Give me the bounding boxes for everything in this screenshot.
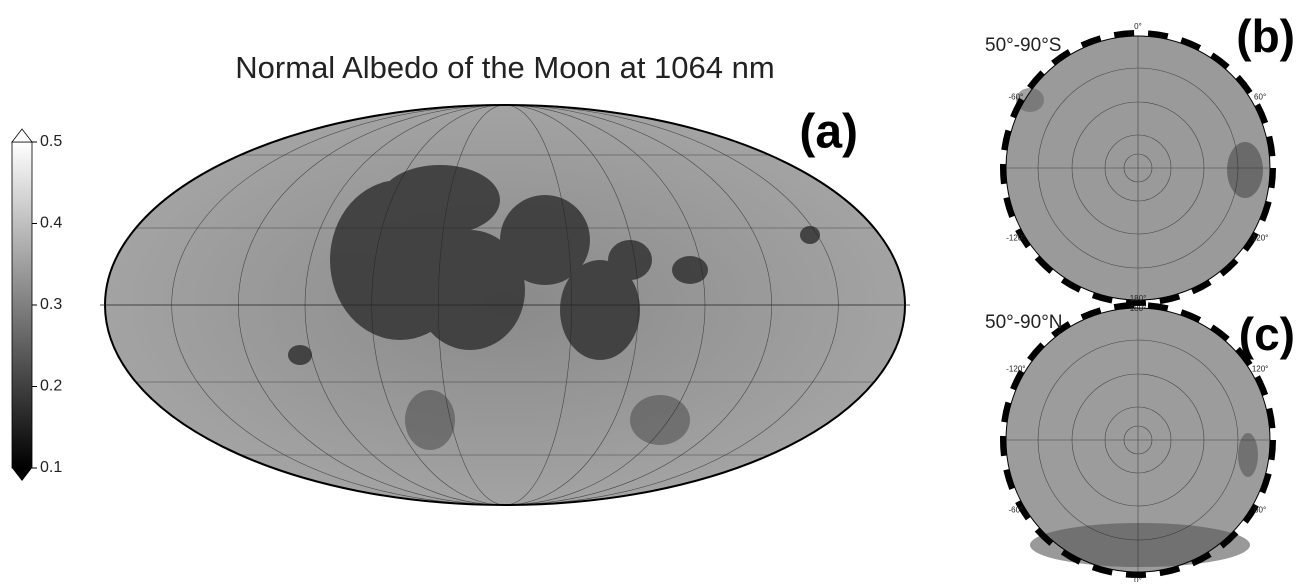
longitude-label: -120° — [1006, 234, 1025, 243]
panel-label: (b) — [1236, 10, 1295, 62]
longitude-label: 0° — [1134, 22, 1142, 31]
panel-label: (c) — [1239, 308, 1295, 360]
colorbar-tick-label: 0.4 — [40, 215, 62, 232]
longitude-label: 180° — [1130, 304, 1147, 313]
longitude-label: -120° — [1006, 365, 1025, 374]
south-polar-map — [1003, 33, 1273, 303]
longitude-label: 60° — [1254, 93, 1266, 102]
longitude-label: 120° — [1252, 365, 1269, 374]
longitude-label: -60° — [1009, 93, 1024, 102]
colorbar-tick-label: 0.1 — [40, 459, 62, 476]
colorbar — [12, 129, 32, 481]
colorbar-tick-label: 0.2 — [40, 378, 62, 395]
figure: Normal Albedo of the Moon at 1064 nm — [0, 0, 1301, 582]
colorbar-tick-label: 0.3 — [40, 296, 62, 313]
colorbar-tick-label: 0.5 — [40, 133, 62, 150]
longitude-label: 180° — [1130, 294, 1147, 303]
title: Normal Albedo of the Moon at 1064 nm — [235, 50, 774, 85]
north-polar-map — [1003, 305, 1273, 575]
panel-label: (a) — [799, 106, 858, 159]
mollweide-map — [100, 105, 910, 505]
longitude-label: 120° — [1252, 234, 1269, 243]
longitude-label: 60° — [1254, 506, 1266, 515]
region-label: 50°-90°S — [985, 35, 1061, 56]
longitude-label: -60° — [1009, 506, 1024, 515]
longitude-label: 0° — [1134, 576, 1142, 582]
region-label: 50°-90°N — [985, 312, 1063, 333]
